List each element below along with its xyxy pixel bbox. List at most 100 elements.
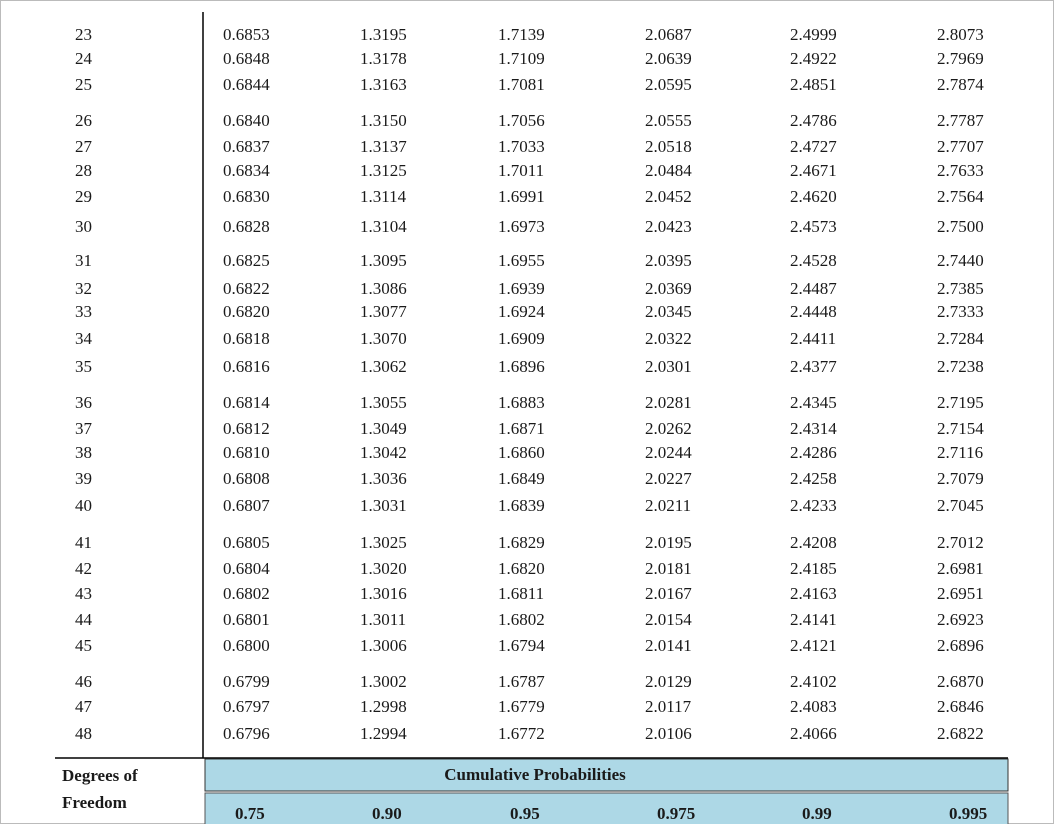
value-cell: 0.6802 (223, 584, 270, 603)
value-cell: 0.6822 (223, 279, 270, 298)
df-cell: 24 (75, 49, 93, 68)
value-cell: 1.3031 (360, 496, 407, 515)
value-cell: 2.0281 (645, 393, 692, 412)
df-cell: 44 (75, 610, 93, 629)
value-cell: 0.6820 (223, 302, 270, 321)
value-cell: 1.7109 (498, 49, 545, 68)
header-band (204, 758, 1009, 792)
df-cell: 47 (75, 697, 93, 716)
value-cell: 2.4377 (790, 357, 837, 376)
value-cell: 0.6840 (223, 111, 270, 130)
value-cell: 1.6820 (498, 559, 545, 578)
df-cell: 46 (75, 672, 92, 691)
value-cell: 2.7440 (937, 251, 984, 270)
value-cell: 2.8073 (937, 25, 984, 44)
value-cell: 1.6991 (498, 187, 545, 206)
value-cell: 1.3002 (360, 672, 407, 691)
value-cell: 1.3104 (360, 217, 407, 236)
value-cell: 2.4141 (790, 610, 837, 629)
value-cell: 1.6802 (498, 610, 545, 629)
value-cell: 1.6871 (498, 419, 545, 438)
value-cell: 2.4066 (790, 724, 837, 743)
value-cell: 2.0423 (645, 217, 692, 236)
value-cell: 0.6807 (223, 496, 270, 515)
probability-label: 0.95 (510, 804, 540, 823)
value-cell: 2.0369 (645, 279, 692, 298)
value-cell: 0.6801 (223, 610, 270, 629)
value-cell: 2.6923 (937, 610, 984, 629)
probability-label: 0.90 (372, 804, 402, 823)
value-cell: 2.6822 (937, 724, 984, 743)
probability-band (204, 792, 1009, 824)
value-cell: 1.6829 (498, 533, 545, 552)
value-cell: 2.4786 (790, 111, 837, 130)
value-cell: 2.0195 (645, 533, 692, 552)
value-cell: 2.7238 (937, 357, 984, 376)
value-cell: 1.6779 (498, 697, 545, 716)
value-cell: 1.3195 (360, 25, 407, 44)
value-cell: 0.6837 (223, 137, 270, 156)
df-cell: 38 (75, 443, 92, 462)
value-cell: 1.6787 (498, 672, 545, 691)
value-cell: 2.6981 (937, 559, 984, 578)
value-cell: 1.3049 (360, 419, 407, 438)
value-cell: 1.6811 (498, 584, 544, 603)
df-cell: 33 (75, 302, 92, 321)
value-cell: 2.4233 (790, 496, 837, 515)
value-cell: 0.6830 (223, 187, 270, 206)
df-cell: 31 (75, 251, 92, 270)
df-cell: 40 (75, 496, 92, 515)
value-cell: 2.4286 (790, 443, 837, 462)
value-cell: 0.6810 (223, 443, 270, 462)
value-cell: 1.7033 (498, 137, 545, 156)
value-cell: 0.6818 (223, 329, 270, 348)
df-cell: 23 (75, 25, 92, 44)
value-cell: 1.3125 (360, 161, 407, 180)
value-cell: 2.7969 (937, 49, 984, 68)
value-cell: 2.0452 (645, 187, 692, 206)
value-cell: 1.6839 (498, 496, 545, 515)
value-cell: 1.7056 (498, 111, 545, 130)
value-cell: 2.4102 (790, 672, 837, 691)
value-cell: 1.3042 (360, 443, 407, 462)
value-cell: 0.6825 (223, 251, 270, 270)
df-cell: 39 (75, 469, 92, 488)
value-cell: 2.0106 (645, 724, 692, 743)
df-cell: 42 (75, 559, 92, 578)
value-cell: 2.4258 (790, 469, 837, 488)
value-cell: 0.6834 (223, 161, 270, 180)
value-cell: 2.0301 (645, 357, 692, 376)
df-header: Freedom (62, 793, 127, 812)
df-cell: 28 (75, 161, 92, 180)
value-cell: 2.0687 (645, 25, 692, 44)
value-cell: 2.4620 (790, 187, 837, 206)
value-cell: 1.6924 (498, 302, 545, 321)
value-cell: 2.4208 (790, 533, 837, 552)
value-cell: 1.6794 (498, 636, 545, 655)
value-cell: 2.0141 (645, 636, 692, 655)
value-cell: 1.3086 (360, 279, 407, 298)
value-cell: 2.7195 (937, 393, 984, 412)
value-cell: 1.3137 (360, 137, 407, 156)
value-cell: 1.7011 (498, 161, 544, 180)
value-cell: 1.6955 (498, 251, 545, 270)
value-cell: 1.3011 (360, 610, 406, 629)
value-cell: 2.0395 (645, 251, 692, 270)
value-cell: 1.3016 (360, 584, 407, 603)
value-cell: 0.6812 (223, 419, 270, 438)
table-body: 23 0.6853 1.3195 1.7139 2.0687 2.4999 2.8073 24… (75, 25, 984, 743)
value-cell: 2.0555 (645, 111, 692, 130)
value-cell: 2.6896 (937, 636, 984, 655)
value-cell: 2.6846 (937, 697, 984, 716)
value-cell: 2.4083 (790, 697, 837, 716)
value-cell: 1.3055 (360, 393, 407, 412)
value-cell: 1.3095 (360, 251, 407, 270)
df-cell: 34 (75, 329, 93, 348)
value-cell: 2.6870 (937, 672, 984, 691)
probability-header: Cumulative Probabilities (444, 765, 626, 784)
df-cell: 25 (75, 75, 92, 94)
value-cell: 1.3070 (360, 329, 407, 348)
value-cell: 2.4121 (790, 636, 837, 655)
value-cell: 1.3020 (360, 559, 407, 578)
